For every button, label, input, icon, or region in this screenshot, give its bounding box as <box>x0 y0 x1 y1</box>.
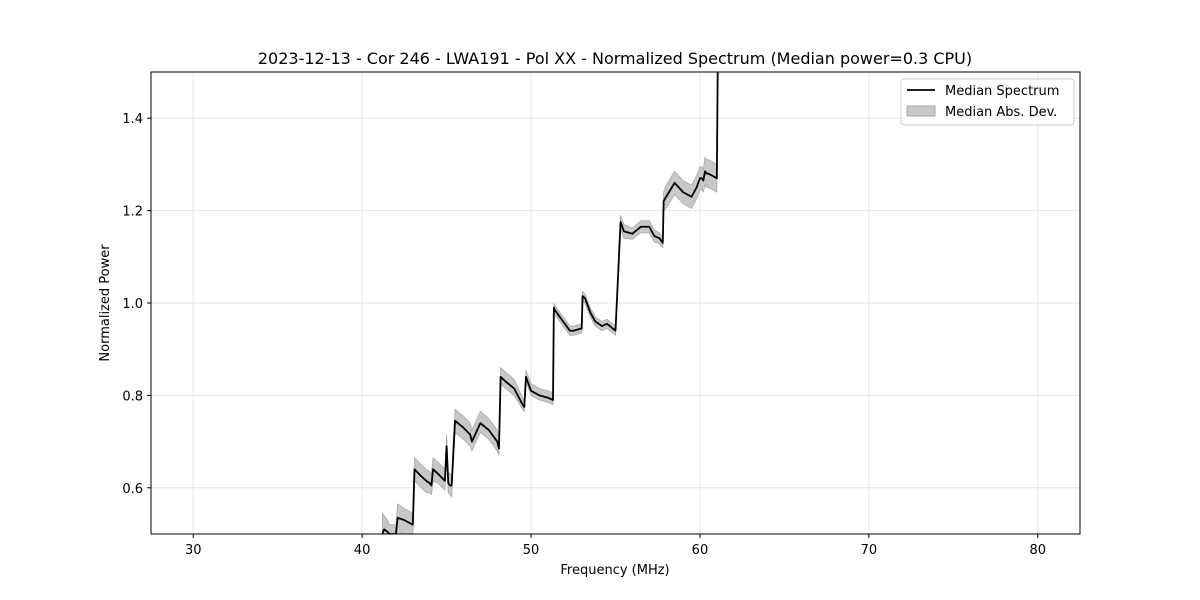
x-tick-label: 70 <box>861 543 878 558</box>
median-line-group <box>381 72 719 534</box>
x-tick-label: 80 <box>1029 543 1046 558</box>
y-tick-label: 1.2 <box>122 205 143 220</box>
y-tick-label: 0.8 <box>122 389 143 404</box>
legend-label-median-abs-dev: Median Abs. Dev. <box>945 105 1057 120</box>
x-tick-label: 30 <box>185 543 202 558</box>
x-tick-label: 60 <box>692 543 709 558</box>
mad-band <box>382 156 718 534</box>
legend-label-median-spectrum: Median Spectrum <box>945 84 1059 99</box>
median-spectrum-line <box>381 72 719 534</box>
x-axis-label: Frequency (MHz) <box>560 563 669 578</box>
legend: Median Spectrum Median Abs. Dev. <box>900 78 1075 126</box>
legend-box <box>900 78 1075 126</box>
y-tick-label: 0.6 <box>122 482 143 497</box>
legend-band-swatch <box>906 105 936 117</box>
x-axis-ticks: 30 40 50 60 70 80 <box>185 534 1046 558</box>
x-tick-label: 40 <box>354 543 371 558</box>
y-axis-ticks: 0.6 0.8 1.0 1.2 1.4 <box>122 112 151 497</box>
x-tick-label: 50 <box>523 543 540 558</box>
chart-title: 2023-12-13 - Cor 246 - LWA191 - Pol XX -… <box>258 49 972 68</box>
y-axis-label: Normalized Power <box>98 244 113 362</box>
y-tick-label: 1.4 <box>122 112 143 127</box>
mad-band-group <box>382 156 718 534</box>
y-tick-label: 1.0 <box>122 297 143 312</box>
